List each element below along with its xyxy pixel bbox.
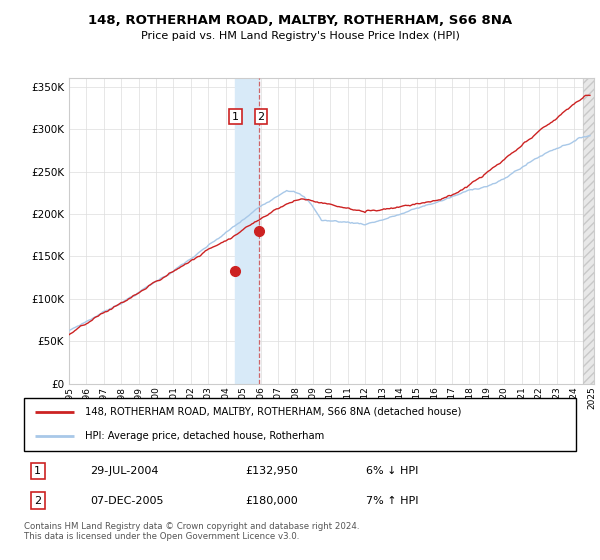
Text: 07-DEC-2005: 07-DEC-2005 bbox=[90, 496, 164, 506]
Bar bbox=[583, 78, 594, 384]
Bar bbox=[583, 78, 594, 384]
Text: 1: 1 bbox=[232, 111, 239, 122]
Text: 1: 1 bbox=[34, 466, 41, 476]
Bar bbox=[235, 78, 259, 384]
Text: 7% ↑ HPI: 7% ↑ HPI bbox=[366, 496, 419, 506]
Text: £180,000: £180,000 bbox=[245, 496, 298, 506]
Text: Price paid vs. HM Land Registry's House Price Index (HPI): Price paid vs. HM Land Registry's House … bbox=[140, 31, 460, 41]
Text: HPI: Average price, detached house, Rotherham: HPI: Average price, detached house, Roth… bbox=[85, 431, 324, 441]
Text: £132,950: £132,950 bbox=[245, 466, 298, 476]
Text: 6% ↓ HPI: 6% ↓ HPI bbox=[366, 466, 419, 476]
Text: 29-JUL-2004: 29-JUL-2004 bbox=[90, 466, 159, 476]
Text: 148, ROTHERHAM ROAD, MALTBY, ROTHERHAM, S66 8NA: 148, ROTHERHAM ROAD, MALTBY, ROTHERHAM, … bbox=[88, 14, 512, 27]
Text: 2: 2 bbox=[34, 496, 41, 506]
Text: Contains HM Land Registry data © Crown copyright and database right 2024.
This d: Contains HM Land Registry data © Crown c… bbox=[24, 522, 359, 542]
Text: 148, ROTHERHAM ROAD, MALTBY, ROTHERHAM, S66 8NA (detached house): 148, ROTHERHAM ROAD, MALTBY, ROTHERHAM, … bbox=[85, 407, 461, 417]
Text: 2: 2 bbox=[257, 111, 265, 122]
